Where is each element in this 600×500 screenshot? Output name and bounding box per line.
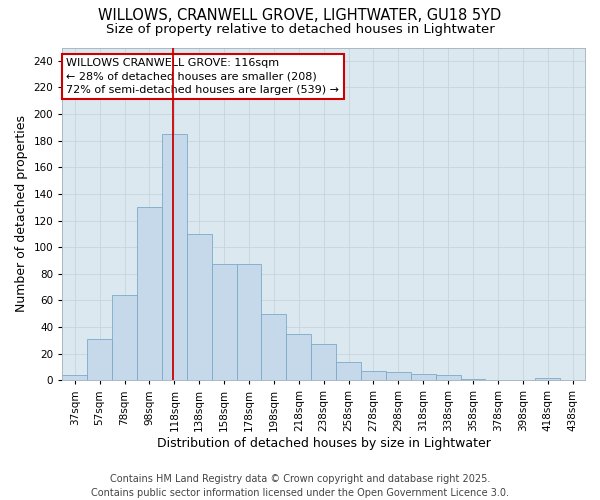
Bar: [386, 372, 411, 380]
Bar: [461, 379, 485, 380]
Bar: [87, 339, 112, 380]
Text: WILLOWS, CRANWELL GROVE, LIGHTWATER, GU18 5YD: WILLOWS, CRANWELL GROVE, LIGHTWATER, GU1…: [98, 8, 502, 22]
Bar: [262, 314, 286, 380]
Y-axis label: Number of detached properties: Number of detached properties: [15, 116, 28, 312]
Bar: [162, 134, 187, 380]
Bar: [336, 362, 361, 380]
Bar: [535, 378, 560, 380]
Bar: [436, 375, 461, 380]
Text: Size of property relative to detached houses in Lightwater: Size of property relative to detached ho…: [106, 22, 494, 36]
Bar: [212, 264, 236, 380]
Bar: [62, 375, 87, 380]
Bar: [361, 371, 386, 380]
Text: WILLOWS CRANWELL GROVE: 116sqm
← 28% of detached houses are smaller (208)
72% of: WILLOWS CRANWELL GROVE: 116sqm ← 28% of …: [66, 58, 339, 94]
Bar: [137, 207, 162, 380]
Bar: [112, 295, 137, 380]
Bar: [411, 374, 436, 380]
X-axis label: Distribution of detached houses by size in Lightwater: Distribution of detached houses by size …: [157, 437, 491, 450]
Text: Contains HM Land Registry data © Crown copyright and database right 2025.
Contai: Contains HM Land Registry data © Crown c…: [91, 474, 509, 498]
Bar: [236, 264, 262, 380]
Bar: [187, 234, 212, 380]
Bar: [286, 334, 311, 380]
Bar: [311, 344, 336, 380]
